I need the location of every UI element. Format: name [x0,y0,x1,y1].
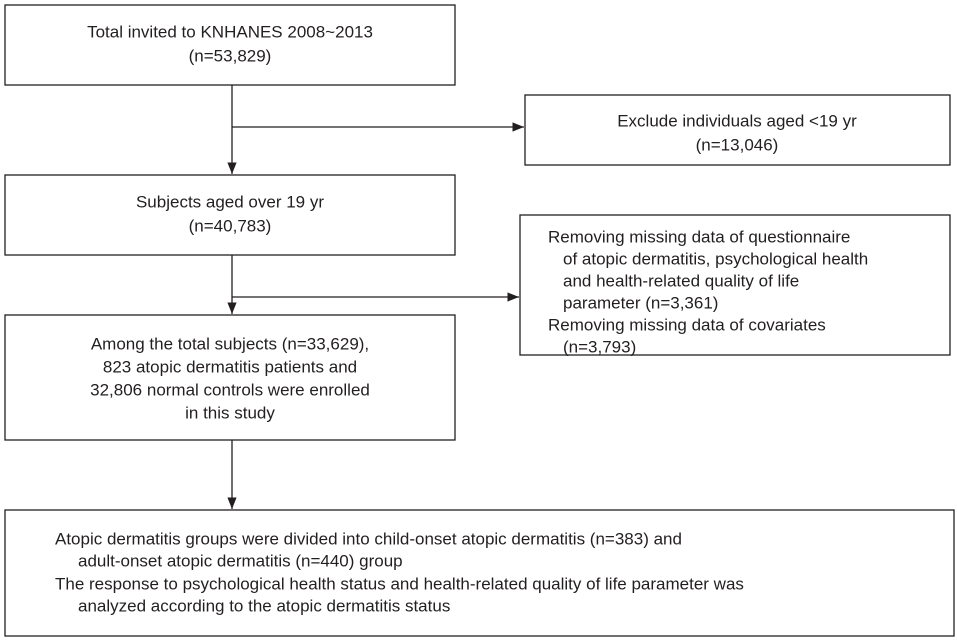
box [4,4,456,86]
box-text: Among the total subjects (n=33,629), [91,334,369,353]
box-text: in this study [185,403,275,422]
connectors [227,85,524,509]
box-text: Total invited to KNHANES 2008~2013 [87,22,373,41]
box [519,214,951,356]
box-text: parameter (n=3,361) [563,293,718,312]
box-text: (n=53,829) [189,46,272,65]
box-text: Subjects aged over 19 yr [136,192,324,211]
box-text: of atopic dermatitis, psychological heal… [563,249,868,268]
box-text: (n=3,793) [563,337,636,356]
box-text: adult-onset atopic dermatitis (n=440) gr… [78,551,403,570]
box-text: and health-related quality of life [563,271,799,290]
box-text: The response to psychological health sta… [55,574,744,593]
box-text: 823 atopic dermatitis patients and [103,357,357,376]
box-text: (n=13,046) [696,135,779,154]
box [4,174,456,256]
box [524,94,951,166]
box-text: Atopic dermatitis groups were divided in… [55,529,682,548]
box-text: analyzed according to the atopic dermati… [78,596,450,615]
box-text: 32,806 normal controls were enrolled [90,380,370,399]
box-text: Removing missing data of questionnaire [548,227,850,246]
box-text: Removing missing data of covariates [548,315,826,334]
box [4,314,456,441]
box [4,509,955,637]
box-text: Exclude individuals aged <19 yr [617,111,857,130]
box-text: (n=40,783) [189,216,272,235]
